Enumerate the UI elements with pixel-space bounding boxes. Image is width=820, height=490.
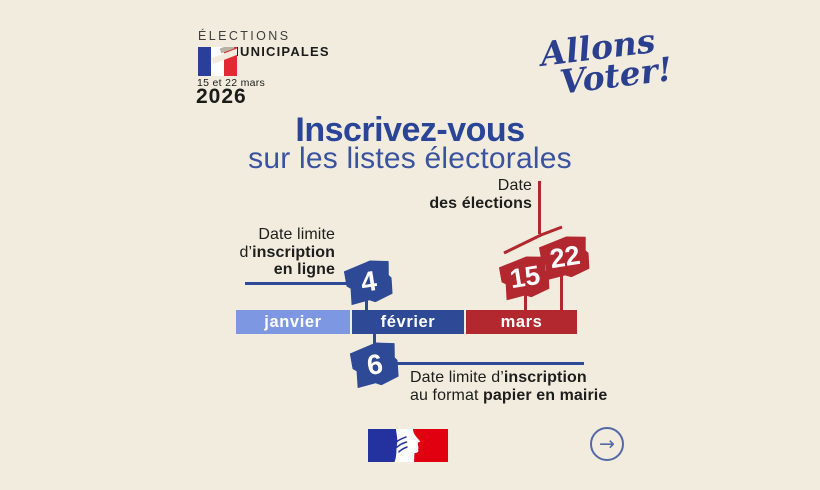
allons-voter-logo: Allons Voter! bbox=[538, 21, 675, 102]
program-logo-line2: MUNICIPALES bbox=[228, 44, 330, 59]
label-paper-l1b: inscription bbox=[503, 369, 587, 386]
round2-drop-line bbox=[560, 275, 563, 311]
elections-bracket-line bbox=[503, 225, 563, 255]
label-election-dates: Date des élections bbox=[429, 177, 532, 212]
french-flag-icon bbox=[198, 47, 237, 76]
label-online-deadline: Date limite d’inscription en ligne bbox=[239, 226, 335, 279]
round1-drop-line bbox=[524, 294, 527, 311]
label-elections-l2: des élections bbox=[429, 194, 532, 212]
program-logo-dates: 15 et 22 mars bbox=[197, 77, 266, 89]
label-paper-l1a: Date limite d’ bbox=[410, 369, 504, 386]
label-online-l2b: inscription bbox=[252, 243, 335, 261]
label-online-l2a: d’ bbox=[239, 243, 253, 261]
label-paper-l2a: au format bbox=[410, 386, 484, 404]
elections-top-line bbox=[538, 181, 541, 234]
brand-line2: Voter! bbox=[557, 49, 675, 102]
program-logo-year: 2026 bbox=[196, 85, 247, 108]
paper-drop-line bbox=[373, 334, 376, 344]
month-janvier: janvier bbox=[236, 310, 350, 334]
online-connector-line bbox=[245, 282, 350, 285]
label-online-l3: en ligne bbox=[273, 261, 335, 278]
label-elections-l1: Date bbox=[497, 177, 532, 194]
label-paper-l2b: papier en mairie bbox=[483, 386, 608, 404]
arrow-right-icon: → bbox=[599, 432, 615, 455]
next-arrow-button[interactable]: → bbox=[590, 427, 624, 461]
day-4-number: 4 bbox=[358, 264, 380, 299]
page-subtitle: sur les listes électorales bbox=[248, 142, 572, 175]
french-government-logo bbox=[368, 429, 448, 462]
label-paper-deadline: Date limite d’inscription au format papi… bbox=[410, 369, 607, 404]
stamp-day-6: 6 bbox=[349, 339, 402, 389]
day-6-number: 6 bbox=[364, 347, 386, 381]
label-online-l1: Date limite bbox=[258, 226, 335, 243]
paper-connector-line bbox=[397, 362, 584, 365]
program-logo-line1: ÉLECTIONS bbox=[198, 29, 291, 43]
page-title: Inscrivez-vous bbox=[295, 111, 525, 149]
online-drop-line bbox=[365, 299, 368, 311]
flag-blue-band bbox=[198, 47, 211, 76]
stamp-day-4: 4 bbox=[343, 257, 396, 306]
month-fevrier: février bbox=[352, 310, 464, 334]
day-22-number: 22 bbox=[547, 239, 583, 275]
month-mars: mars bbox=[466, 310, 577, 334]
day-15-number: 15 bbox=[507, 259, 543, 295]
